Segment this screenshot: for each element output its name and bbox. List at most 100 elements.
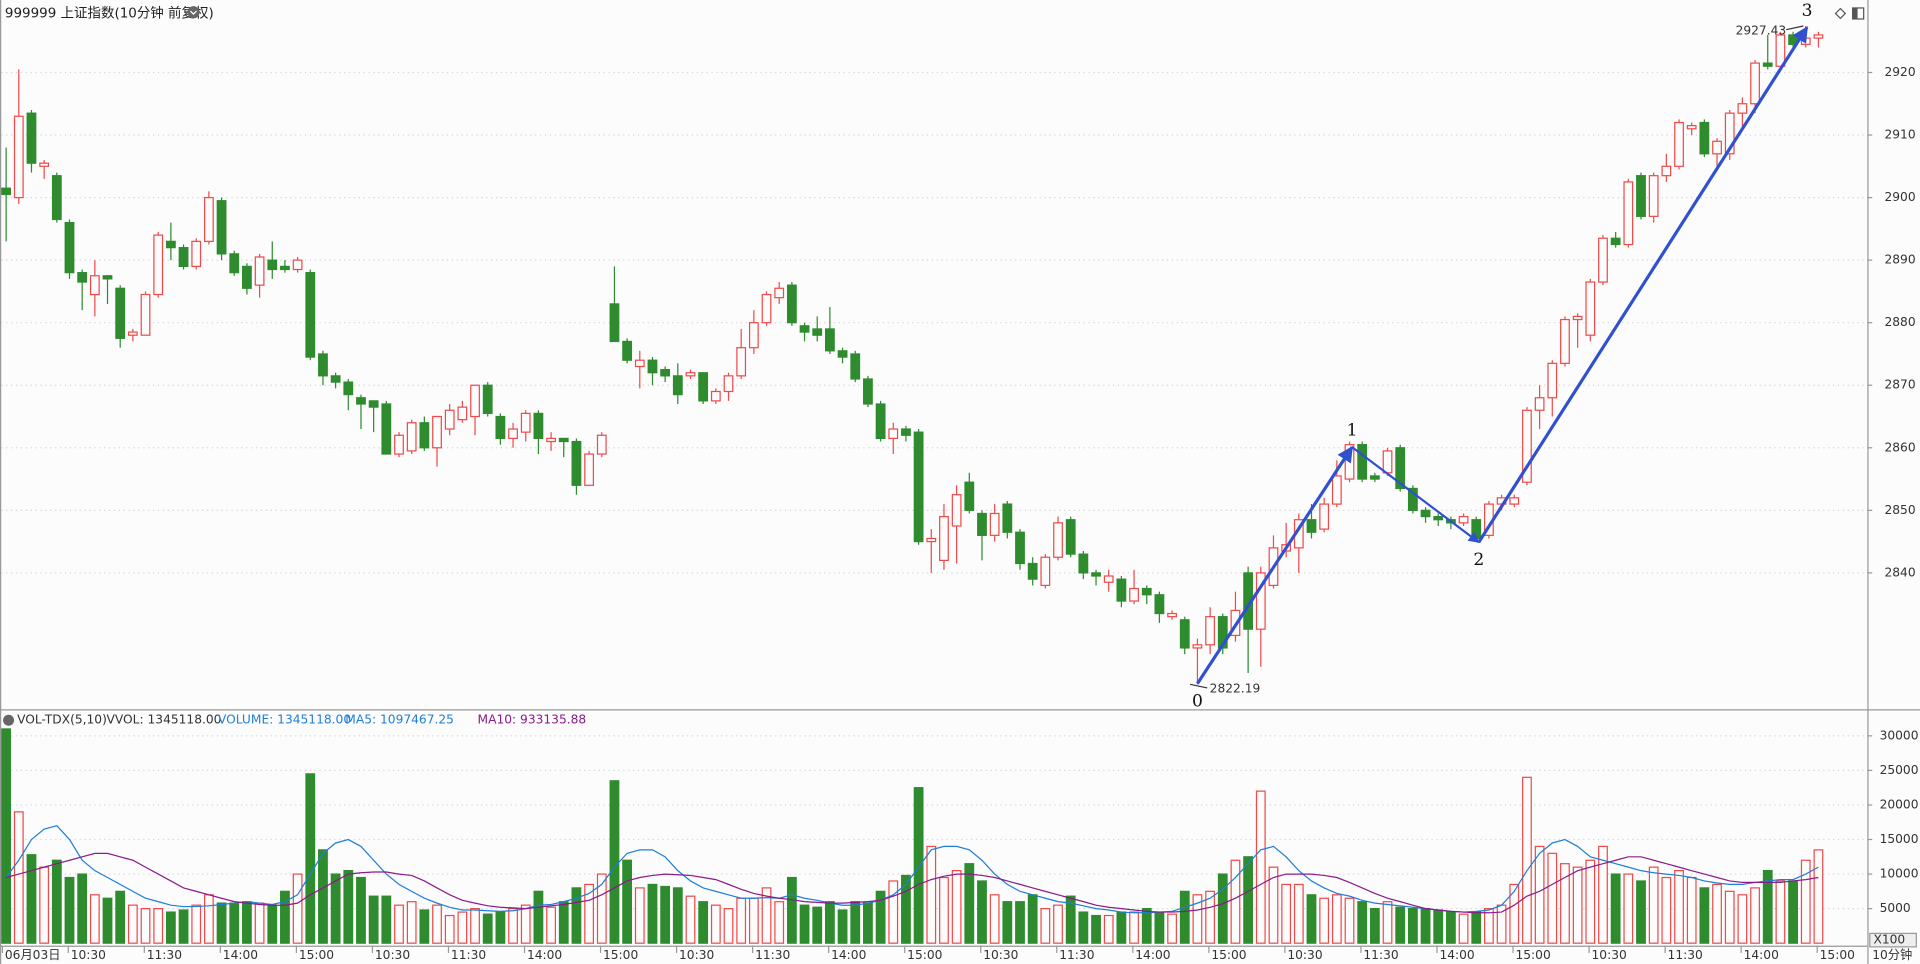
chart-title: 999999 上证指数(10分钟 前复权) — [5, 4, 214, 21]
indicator-subtitle: VVOL: 1345118.00 — [107, 713, 222, 727]
candle-body — [165, 240, 176, 249]
window-icon-half — [1852, 7, 1858, 19]
volume-bar — [875, 890, 886, 944]
volume-bar — [799, 904, 810, 944]
volume-bar — [229, 902, 240, 944]
volume-bar — [1572, 866, 1583, 944]
volume-bar — [368, 895, 379, 944]
x-tick-label: 10:30 — [375, 948, 410, 962]
candle-body — [634, 359, 645, 368]
volume-bar — [1306, 894, 1317, 944]
volume-bar — [786, 876, 797, 944]
volume-bar — [1407, 908, 1418, 944]
candle-body — [660, 368, 671, 377]
volume-bar — [1091, 914, 1101, 944]
wave-arrow — [1351, 446, 1480, 544]
volume-bar — [1027, 894, 1038, 944]
candle-body — [191, 240, 202, 267]
volume-bar — [153, 908, 164, 944]
candle-body — [1813, 34, 1824, 39]
volume-bar — [1141, 908, 1152, 944]
volume-bar — [685, 895, 696, 944]
candle-body — [495, 415, 506, 440]
volume-bar — [330, 873, 341, 944]
volume-bar — [951, 870, 962, 944]
candle-body — [1623, 181, 1634, 246]
candle-body — [1433, 515, 1444, 521]
candle-body — [1661, 165, 1672, 177]
candle-body — [786, 284, 797, 324]
x-tick-label: 14:00 — [1744, 948, 1779, 962]
volume-bar — [1002, 901, 1013, 944]
volume-bar — [622, 859, 633, 944]
candle-body — [1560, 318, 1570, 364]
menu-icon-glyph — [189, 10, 197, 15]
volume-bar — [64, 876, 75, 944]
indicator-menu-icon[interactable] — [3, 714, 15, 726]
candle-body — [1179, 619, 1190, 649]
y-tick-label: 5000 — [1880, 901, 1911, 915]
x-tick-label: 14:00 — [831, 948, 866, 962]
y-tick-label: 25000 — [1880, 763, 1919, 777]
x-tick-label: 15:00 — [1820, 948, 1855, 962]
volume-bar — [1129, 911, 1139, 944]
candle-body — [216, 200, 227, 255]
x-tick-label: 15:00 — [603, 948, 638, 962]
volume-bar — [1116, 911, 1127, 944]
volume-bar — [812, 906, 823, 944]
candle-body — [939, 515, 949, 561]
x-tick-label: 10:30 — [71, 948, 106, 962]
min-pointer — [1189, 683, 1208, 689]
candle-body — [698, 372, 709, 402]
candle-body — [1091, 572, 1101, 577]
volume-bar — [837, 909, 848, 944]
volume-bar — [901, 874, 911, 944]
volume-bar — [1179, 890, 1190, 944]
volume-bar — [495, 911, 506, 944]
candle-body — [901, 428, 911, 436]
candle-body — [1205, 616, 1215, 646]
volume-bar — [1623, 873, 1634, 944]
volume-bar — [444, 914, 455, 944]
candle-body — [1458, 515, 1469, 524]
volume-bar — [343, 870, 354, 944]
candle-body — [1116, 578, 1127, 602]
candle-body — [1420, 509, 1431, 518]
volume-bar — [1395, 906, 1406, 944]
diamond-icon[interactable] — [1834, 7, 1847, 20]
volume-bar — [1509, 883, 1520, 944]
menu-icon[interactable] — [187, 6, 200, 19]
candle-body — [482, 384, 493, 414]
x-tick-label: 10:30 — [1287, 948, 1322, 962]
volume-bar — [1369, 908, 1380, 944]
legend-entry: MA5: 1097467.25 — [345, 713, 454, 727]
candle-body — [825, 328, 835, 352]
candle-body — [1369, 475, 1380, 480]
x-tick-label: 11:30 — [451, 948, 486, 962]
candle-body — [1, 187, 12, 196]
volume-bar — [964, 863, 975, 944]
volume-bar — [939, 876, 949, 944]
candle-body — [850, 353, 861, 380]
volume-bar — [1040, 908, 1051, 944]
x-tick-label: 15:00 — [1515, 948, 1550, 962]
volume-bar — [1534, 845, 1545, 944]
volume-bar — [520, 904, 531, 944]
candle-body — [1534, 397, 1545, 411]
candle-body — [229, 253, 240, 274]
volume-bar — [558, 901, 569, 944]
candle-body — [584, 453, 595, 486]
candle-body — [508, 428, 518, 440]
volume-bar — [888, 880, 899, 944]
volume-bar — [761, 887, 772, 944]
volume-bar — [1800, 859, 1811, 944]
candle-body — [13, 115, 24, 199]
volume-bar — [1015, 901, 1025, 944]
volume-bar — [1813, 849, 1824, 944]
candle-body — [406, 422, 417, 452]
candle-body — [140, 293, 151, 336]
volume-bar — [115, 890, 126, 944]
candle-body — [1547, 362, 1558, 399]
candle-body — [1598, 237, 1608, 283]
